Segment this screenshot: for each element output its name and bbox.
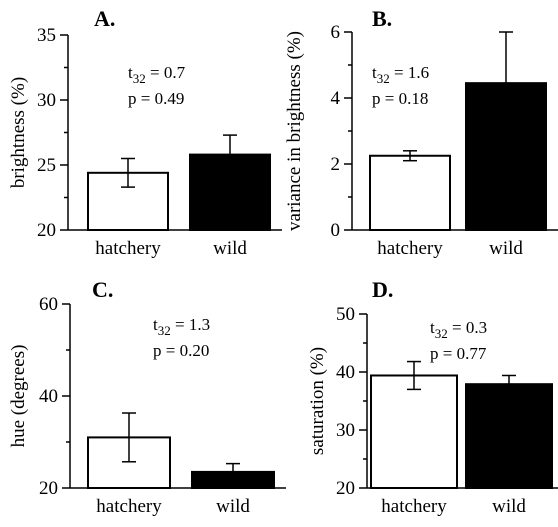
panel-letter: D. [372,277,393,302]
stat-t-label: t32 = 0.7 [128,63,186,86]
y-tick-label: 0 [331,220,341,241]
stat-t-label: t32 = 0.3 [430,318,487,341]
bar-hatchery [369,154,451,231]
category-label: hatchery [95,238,161,259]
bar-hatchery [370,374,458,490]
category-label: hatchery [96,496,162,517]
category-label: wild [492,496,526,517]
y-tick-label: 60 [39,294,58,315]
panel-d: 20 30 40 50 hatchery wild D. saturation (%) t32 … [307,277,558,517]
panel-letter: A. [94,6,115,31]
stat-p-label: p = 0.77 [430,344,487,363]
y-axis-label: brightness (%) [8,77,29,188]
category-label: wild [489,238,523,259]
bar-wild [465,383,553,489]
y-axis-label: saturation (%) [307,347,328,455]
y-tick-label: 30 [336,420,355,441]
y-tick-label: 35 [37,25,56,46]
y-tick-label: 2 [331,154,341,175]
y-tick-label: 50 [336,304,355,325]
category-label: wild [216,496,250,517]
y-axis-label: variance in brightness (%) [284,31,305,231]
panel-letter: C. [92,277,113,302]
panel-a: 20 25 30 35 hatchery wild A. brightness (%) t32 … [8,6,282,259]
stat-p-label: p = 0.18 [372,89,428,108]
y-tick-label: 25 [37,155,56,176]
panel-b: 0 2 4 6 hatchery wild B. variance in brightness… [284,6,558,259]
y-tick-label: 6 [331,22,341,43]
y-tick-label: 20 [336,478,355,499]
y-tick-label: 40 [39,386,58,407]
bar-wild [189,153,271,232]
bar-wild [191,470,275,489]
y-tick-label: 4 [331,88,341,109]
category-label: hatchery [377,238,443,259]
y-tick-label: 40 [336,362,355,383]
stat-t-label: t32 = 1.3 [153,315,210,338]
category-label: wild [213,238,247,259]
panel-letter: B. [372,6,392,31]
y-tick-label: 20 [37,220,56,241]
stat-p-label: p = 0.49 [128,89,184,108]
y-axis-label: hue (degrees) [8,345,29,448]
panel-c: 20 40 60 hatchery wild C. hue (degrees) t32 = 1… [8,277,286,517]
bar-wild [465,82,547,232]
stat-p-label: p = 0.20 [153,341,209,360]
stat-t-label: t32 = 1.6 [372,63,429,86]
category-label: hatchery [381,496,447,517]
y-tick-label: 20 [39,478,58,499]
y-tick-label: 30 [37,90,56,111]
